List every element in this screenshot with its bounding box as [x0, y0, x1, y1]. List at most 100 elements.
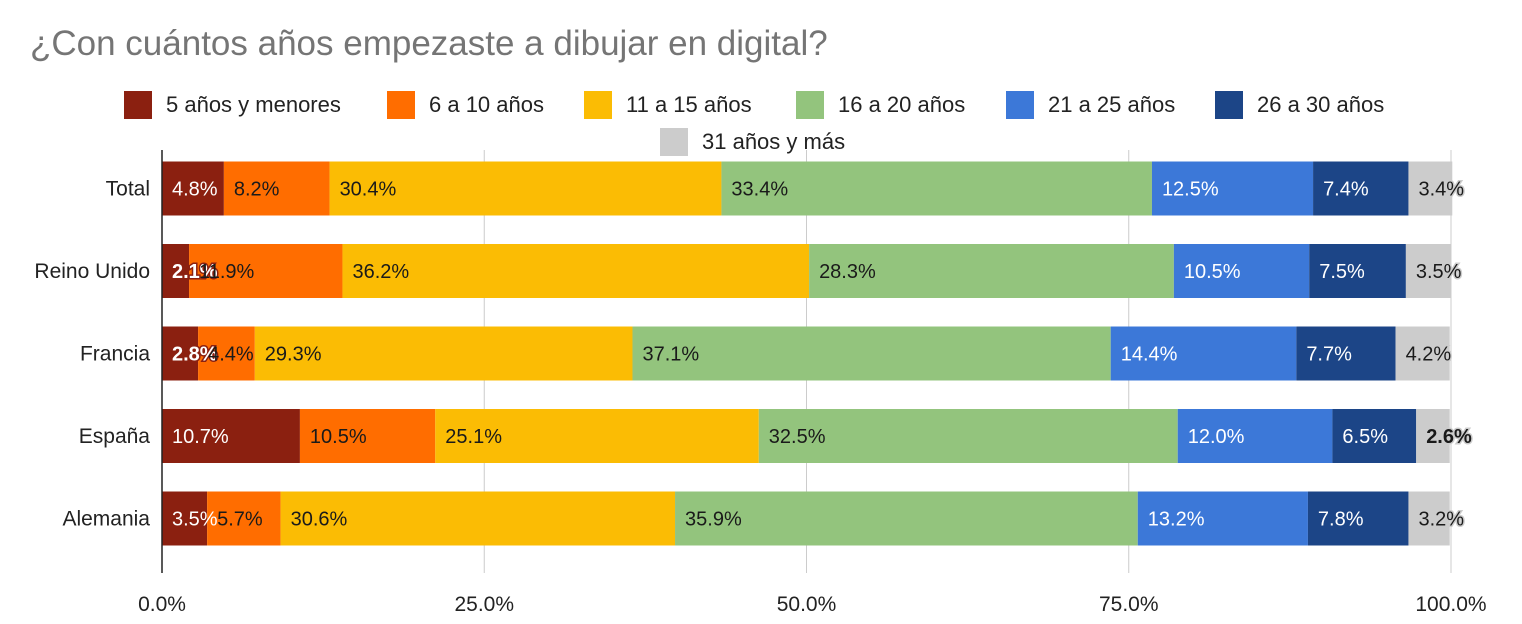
legend-label: 6 a 10 años [429, 92, 544, 117]
legend-swatch [660, 128, 688, 156]
data-label: 2.6% [1426, 426, 1472, 448]
x-tick-label: 25.0% [454, 593, 514, 616]
data-label: 12.0% [1188, 426, 1245, 448]
data-label: 3.5% [1416, 261, 1462, 283]
category-label: Total [106, 178, 150, 201]
category-label: Reino Unido [34, 260, 150, 283]
category-label: Francia [80, 343, 150, 366]
legend-item: 6 a 10 años [387, 91, 544, 119]
bar-segment [1408, 161, 1453, 216]
data-label: 13.2% [1148, 509, 1205, 531]
data-label: 30.6% [291, 509, 348, 531]
legend-swatch [387, 91, 415, 119]
data-label: 6.5% [1342, 426, 1388, 448]
data-label: 35.9% [685, 509, 742, 531]
bar-segment [162, 161, 224, 216]
bar-segment [1309, 244, 1406, 298]
chart-title: ¿Con cuántos años empezaste a dibujar en… [30, 24, 828, 63]
bar-segment [632, 326, 1111, 381]
bar-segment [329, 161, 722, 216]
x-tick-label: 50.0% [777, 593, 837, 616]
bar-segment [1151, 161, 1314, 216]
bar-segment [299, 409, 436, 463]
legend-swatch [1006, 91, 1034, 119]
legend-item: 5 años y menores [124, 91, 341, 119]
bar-segment [1173, 244, 1310, 298]
bar-segment [162, 244, 190, 298]
bar-segment [223, 161, 330, 216]
bar-segment [1416, 409, 1450, 463]
bar-segment [1332, 409, 1417, 463]
legend-label: 16 a 20 años [838, 92, 966, 117]
data-label: 28.3% [819, 261, 876, 283]
bar-segment [675, 491, 1138, 546]
data-label: 7.4% [1323, 179, 1369, 201]
bar-segment [809, 244, 1174, 298]
data-label: 7.8% [1318, 509, 1364, 531]
bar-segment [162, 409, 300, 463]
bar-segment [758, 409, 1178, 463]
legend-label: 26 a 30 años [1257, 92, 1385, 117]
data-label: 14.4% [1121, 344, 1178, 366]
data-label: 4.2% [1406, 344, 1452, 366]
bar-segment [162, 491, 208, 546]
legend-swatch [124, 91, 152, 119]
data-label: 33.4% [731, 179, 788, 201]
bar-segment [254, 326, 633, 381]
data-label: 10.7% [172, 426, 229, 448]
data-label: 7.5% [1319, 261, 1365, 283]
legend-swatch [584, 91, 612, 119]
data-label: 32.5% [769, 426, 826, 448]
category-label: Alemania [62, 508, 150, 531]
data-label: 29.3% [265, 344, 322, 366]
bar-segment [1177, 409, 1333, 463]
data-label: 3.2% [1418, 509, 1464, 531]
bar-segment [1408, 491, 1450, 546]
data-label: 3.5% [172, 509, 218, 531]
x-tick-label: 75.0% [1099, 593, 1159, 616]
category-label: España [79, 425, 151, 448]
data-label: 4.4% [208, 344, 254, 366]
legend-label: 5 años y menores [166, 92, 341, 117]
data-label: 30.4% [340, 179, 397, 201]
data-label: 12.5% [1162, 179, 1219, 201]
bar-segment [342, 244, 810, 298]
bar-segment [1110, 326, 1297, 381]
data-label: 25.1% [445, 426, 502, 448]
bar-segment [198, 326, 255, 381]
legend-swatch [796, 91, 824, 119]
legend-item: 21 a 25 años [1006, 91, 1175, 119]
legend-item: 31 años y más [660, 128, 845, 156]
bar-segment [1137, 491, 1308, 546]
bar-segment [1313, 161, 1409, 216]
data-label: 36.2% [352, 261, 409, 283]
bar-segment [162, 326, 199, 381]
legend-item: 11 a 15 años [584, 91, 752, 119]
legend-swatch [1215, 91, 1243, 119]
data-label: 2.8% [172, 344, 218, 366]
x-tick-label: 0.0% [138, 593, 186, 616]
bar-segment [721, 161, 1152, 216]
data-label: 37.1% [642, 344, 699, 366]
bar-segment [207, 491, 281, 546]
data-label: 8.2% [234, 179, 280, 201]
data-label: 10.5% [1184, 261, 1241, 283]
bar-segment [1296, 326, 1396, 381]
bar-segment [1395, 326, 1450, 381]
legend-item: 16 a 20 años [796, 91, 965, 119]
legend-label: 21 a 25 años [1048, 92, 1176, 117]
data-label: 7.7% [1306, 344, 1352, 366]
bar-segment [189, 244, 343, 298]
data-label: 2.1% [172, 261, 218, 283]
data-label: 3.4% [1418, 179, 1464, 201]
legend-label: 31 años y más [702, 129, 846, 154]
bar-segment [280, 491, 676, 546]
bar-segment [1405, 244, 1451, 298]
data-label: 5.7% [217, 509, 263, 531]
data-label: 4.8% [172, 179, 218, 201]
data-label: 10.5% [310, 426, 367, 448]
legend-label: 11 a 15 años [626, 92, 752, 117]
legend-item: 26 a 30 años [1215, 91, 1384, 119]
bar-segment [435, 409, 759, 463]
